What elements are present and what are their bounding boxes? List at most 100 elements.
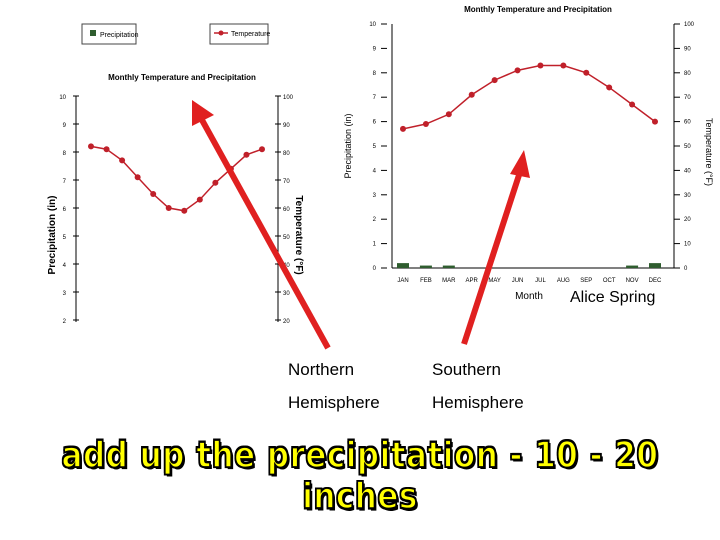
right-chart-y2label: Temperature (°F) xyxy=(704,118,714,186)
left-chart-ytick: 7 xyxy=(63,179,67,185)
right-chart-series xyxy=(400,62,658,132)
left-chart-ytick: 6 xyxy=(63,207,67,213)
southern-label-line2: Hemisphere xyxy=(432,393,524,412)
left-chart-temperature-line xyxy=(90,145,263,212)
left-chart-temperature-point xyxy=(259,146,265,153)
arrow-northern xyxy=(199,118,331,350)
right-chart-temperature-line xyxy=(402,64,656,130)
left-chart-temperature-point xyxy=(134,174,141,181)
right-chart-ytick: 0 xyxy=(373,266,377,272)
left-chart-ytick: 4 xyxy=(63,263,67,269)
southern-label-line1: Southern xyxy=(432,360,501,379)
legend-marker-temperature xyxy=(218,30,224,36)
right-chart-temperature-point xyxy=(400,125,406,132)
left-chart-y2tick: 50 xyxy=(283,235,290,241)
right-chart-temperature-point xyxy=(583,69,590,76)
right-chart-y2tick: 70 xyxy=(684,95,691,101)
legend-box-precipitation xyxy=(81,23,137,45)
right-chart-bars xyxy=(397,263,661,268)
right-chart-ytick: 8 xyxy=(373,71,377,77)
northern-label-line2: Hemisphere xyxy=(288,393,380,412)
left-chart-ylabel: Precipitation (in) xyxy=(47,196,58,275)
right-chart-precipitation-bar xyxy=(649,263,661,268)
annotation-arrows xyxy=(192,100,530,350)
left-chart-y2tick: 70 xyxy=(283,179,290,185)
right-chart-y2tick: 10 xyxy=(684,242,691,248)
left-chart-temperature-point xyxy=(119,157,126,164)
right-chart-temperature-point xyxy=(491,77,498,84)
right-chart-y2tick: 40 xyxy=(684,168,691,174)
left-chart-ytick: 9 xyxy=(63,123,67,129)
legend-swatch-precipitation xyxy=(90,30,96,36)
left-chart-ytick: 2 xyxy=(63,319,67,325)
right-chart-temperature-point xyxy=(468,91,475,98)
left-chart-y2tick: 40 xyxy=(283,263,290,269)
left-chart-temperature-point xyxy=(165,205,172,211)
right-chart-y2tick: 100 xyxy=(684,22,695,28)
left-chart-y2tick: 30 xyxy=(283,291,290,297)
arrow-southern-head xyxy=(510,150,530,178)
right-chart-xtick: OCT xyxy=(603,278,616,284)
left-chart-y2label: Temperature (°F) xyxy=(293,195,304,274)
right-chart-ytick: 3 xyxy=(373,193,377,199)
left-chart-ytick: 10 xyxy=(59,95,66,101)
banner-text: add up the precipitation - 10 - 20 inche… xyxy=(61,434,659,519)
right-chart-y2tick: 30 xyxy=(684,193,691,199)
right-chart-xtick: AUG xyxy=(557,278,570,284)
left-chart-series xyxy=(88,143,265,214)
right-chart-precipitation-bar xyxy=(442,265,455,268)
right-chart-xtick: JUL xyxy=(535,278,546,284)
left-chart-title: Monthly Temperature and Precipitation xyxy=(108,73,256,82)
right-chart-xtick: JAN xyxy=(397,278,408,284)
left-chart-temperature-point xyxy=(150,191,157,197)
right-chart-precipitation-bar xyxy=(419,265,432,268)
right-chart-xtick: NOV xyxy=(626,278,639,284)
left-chart-ytick: 3 xyxy=(63,291,67,297)
right-chart-temperature-point xyxy=(652,118,658,125)
legend-label-precipitation: Precipitation xyxy=(100,32,139,39)
left-chart-ticks: 10 9 8 7 6 5 4 3 2 100 90 80 70 60 50 40 30 20 xyxy=(59,95,293,325)
right-chart-temperature-point xyxy=(629,101,636,108)
left-chart: Precipitation Temperature Monthly Temper… xyxy=(47,23,304,325)
left-chart-y2tick: 20 xyxy=(283,319,290,325)
legend-label-temperature: Temperature xyxy=(231,31,270,38)
right-chart-precipitation-bar xyxy=(397,263,409,268)
left-chart-temperature-point xyxy=(212,179,219,186)
right-chart-y2tick: 60 xyxy=(684,120,691,126)
left-chart-y2tick: 90 xyxy=(283,123,290,129)
right-chart-ytick: 6 xyxy=(373,120,377,126)
left-chart-ytick: 8 xyxy=(63,151,67,157)
left-chart-y2tick: 80 xyxy=(283,151,290,157)
right-chart-ytick: 4 xyxy=(373,168,377,174)
right-chart-y2tick: 20 xyxy=(684,217,691,223)
right-chart-y2tick: 80 xyxy=(684,71,691,77)
right-chart-temperature-point xyxy=(445,111,452,118)
right-chart-ytick: 1 xyxy=(373,242,377,248)
place-label: Alice Spring xyxy=(570,289,656,306)
arrow-northern-head xyxy=(192,100,214,126)
right-chart-temperature-point xyxy=(422,121,429,128)
right-chart-ytick: 5 xyxy=(373,144,377,150)
left-chart-temperature-point xyxy=(243,151,250,158)
left-chart-temperature-point xyxy=(103,146,110,153)
left-chart-ytick: 5 xyxy=(63,235,67,241)
northern-label-line1: Northern xyxy=(288,360,355,379)
right-chart-temperature-point xyxy=(560,62,567,69)
left-chart-temperature-point xyxy=(196,196,203,203)
arrow-southern xyxy=(461,171,523,345)
right-chart-xtick: JUN xyxy=(512,278,524,284)
right-chart-xtick: FEB xyxy=(420,278,432,284)
right-chart-xtick: MAY xyxy=(488,278,501,284)
right-chart-y2tick: 50 xyxy=(684,144,691,150)
right-chart-y2tick: 0 xyxy=(684,266,688,272)
right-chart-y2tick: 90 xyxy=(684,46,691,52)
right-chart-xtick: SEP xyxy=(580,278,592,284)
right-chart-ytick: 10 xyxy=(369,22,376,28)
left-chart-temperature-point xyxy=(88,143,94,150)
left-chart-y2tick: 60 xyxy=(283,207,290,213)
left-chart-y2tick: 100 xyxy=(283,95,294,101)
right-chart-xtick: MAR xyxy=(442,278,456,284)
right-chart-temperature-point xyxy=(514,67,521,74)
